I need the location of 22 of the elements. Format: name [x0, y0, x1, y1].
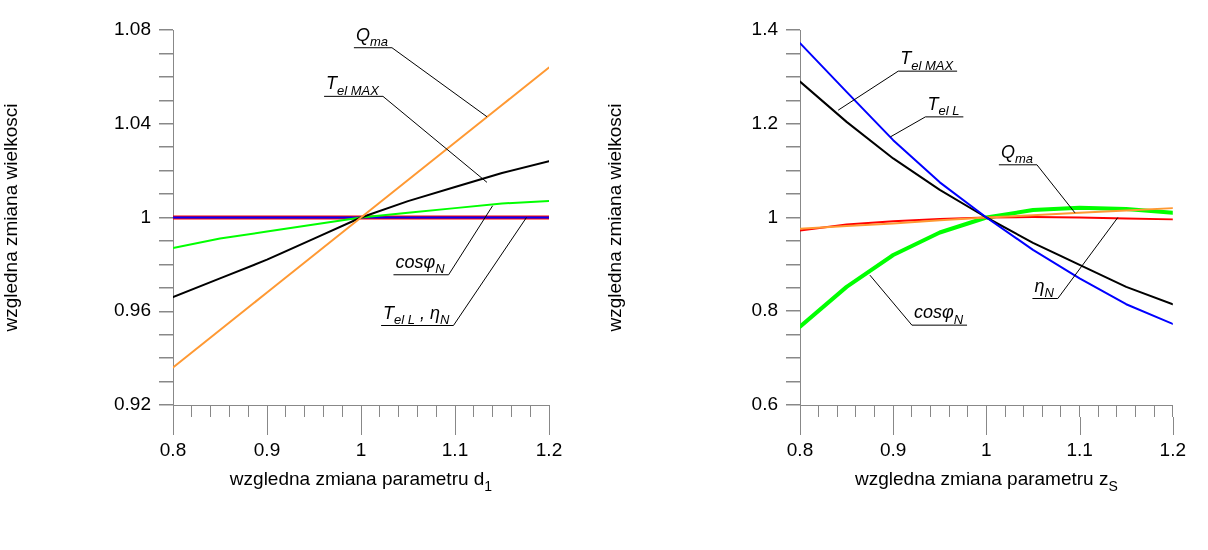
y-tick-label: 1.4 — [751, 18, 779, 40]
x-tick-label: 1.2 — [535, 438, 563, 460]
x-tick-label: 1.2 — [1159, 438, 1186, 460]
x-tick-label: 0.8 — [786, 438, 814, 460]
y-tick-label: 1 — [140, 205, 151, 227]
y-tick-label: 1 — [767, 205, 778, 227]
x-tick-label: 0.9 — [879, 438, 907, 460]
y-axis-title: wzgledna zmiana wielkosci — [0, 103, 21, 333]
x-tick-label: 1.1 — [1066, 438, 1093, 460]
x-tick-label: 1 — [355, 438, 367, 460]
y-tick-label: 0.96 — [114, 299, 151, 321]
y-tick-label: 1.04 — [114, 111, 152, 133]
y-tick-label: 0.6 — [751, 393, 778, 415]
y-tick-label: 1.08 — [114, 18, 151, 40]
x-tick-label: 0.8 — [159, 438, 187, 460]
x-tick-label: 1 — [981, 438, 992, 460]
x-tick-label: 1.1 — [441, 438, 469, 460]
y-tick-label: 0.92 — [114, 393, 151, 415]
x-tick-label: 0.9 — [253, 438, 281, 460]
y-tick-label: 1.2 — [751, 111, 778, 133]
y-tick-label: 0.8 — [751, 299, 778, 321]
y-axis-title: wzgledna zmiana wielkosci — [603, 103, 625, 333]
